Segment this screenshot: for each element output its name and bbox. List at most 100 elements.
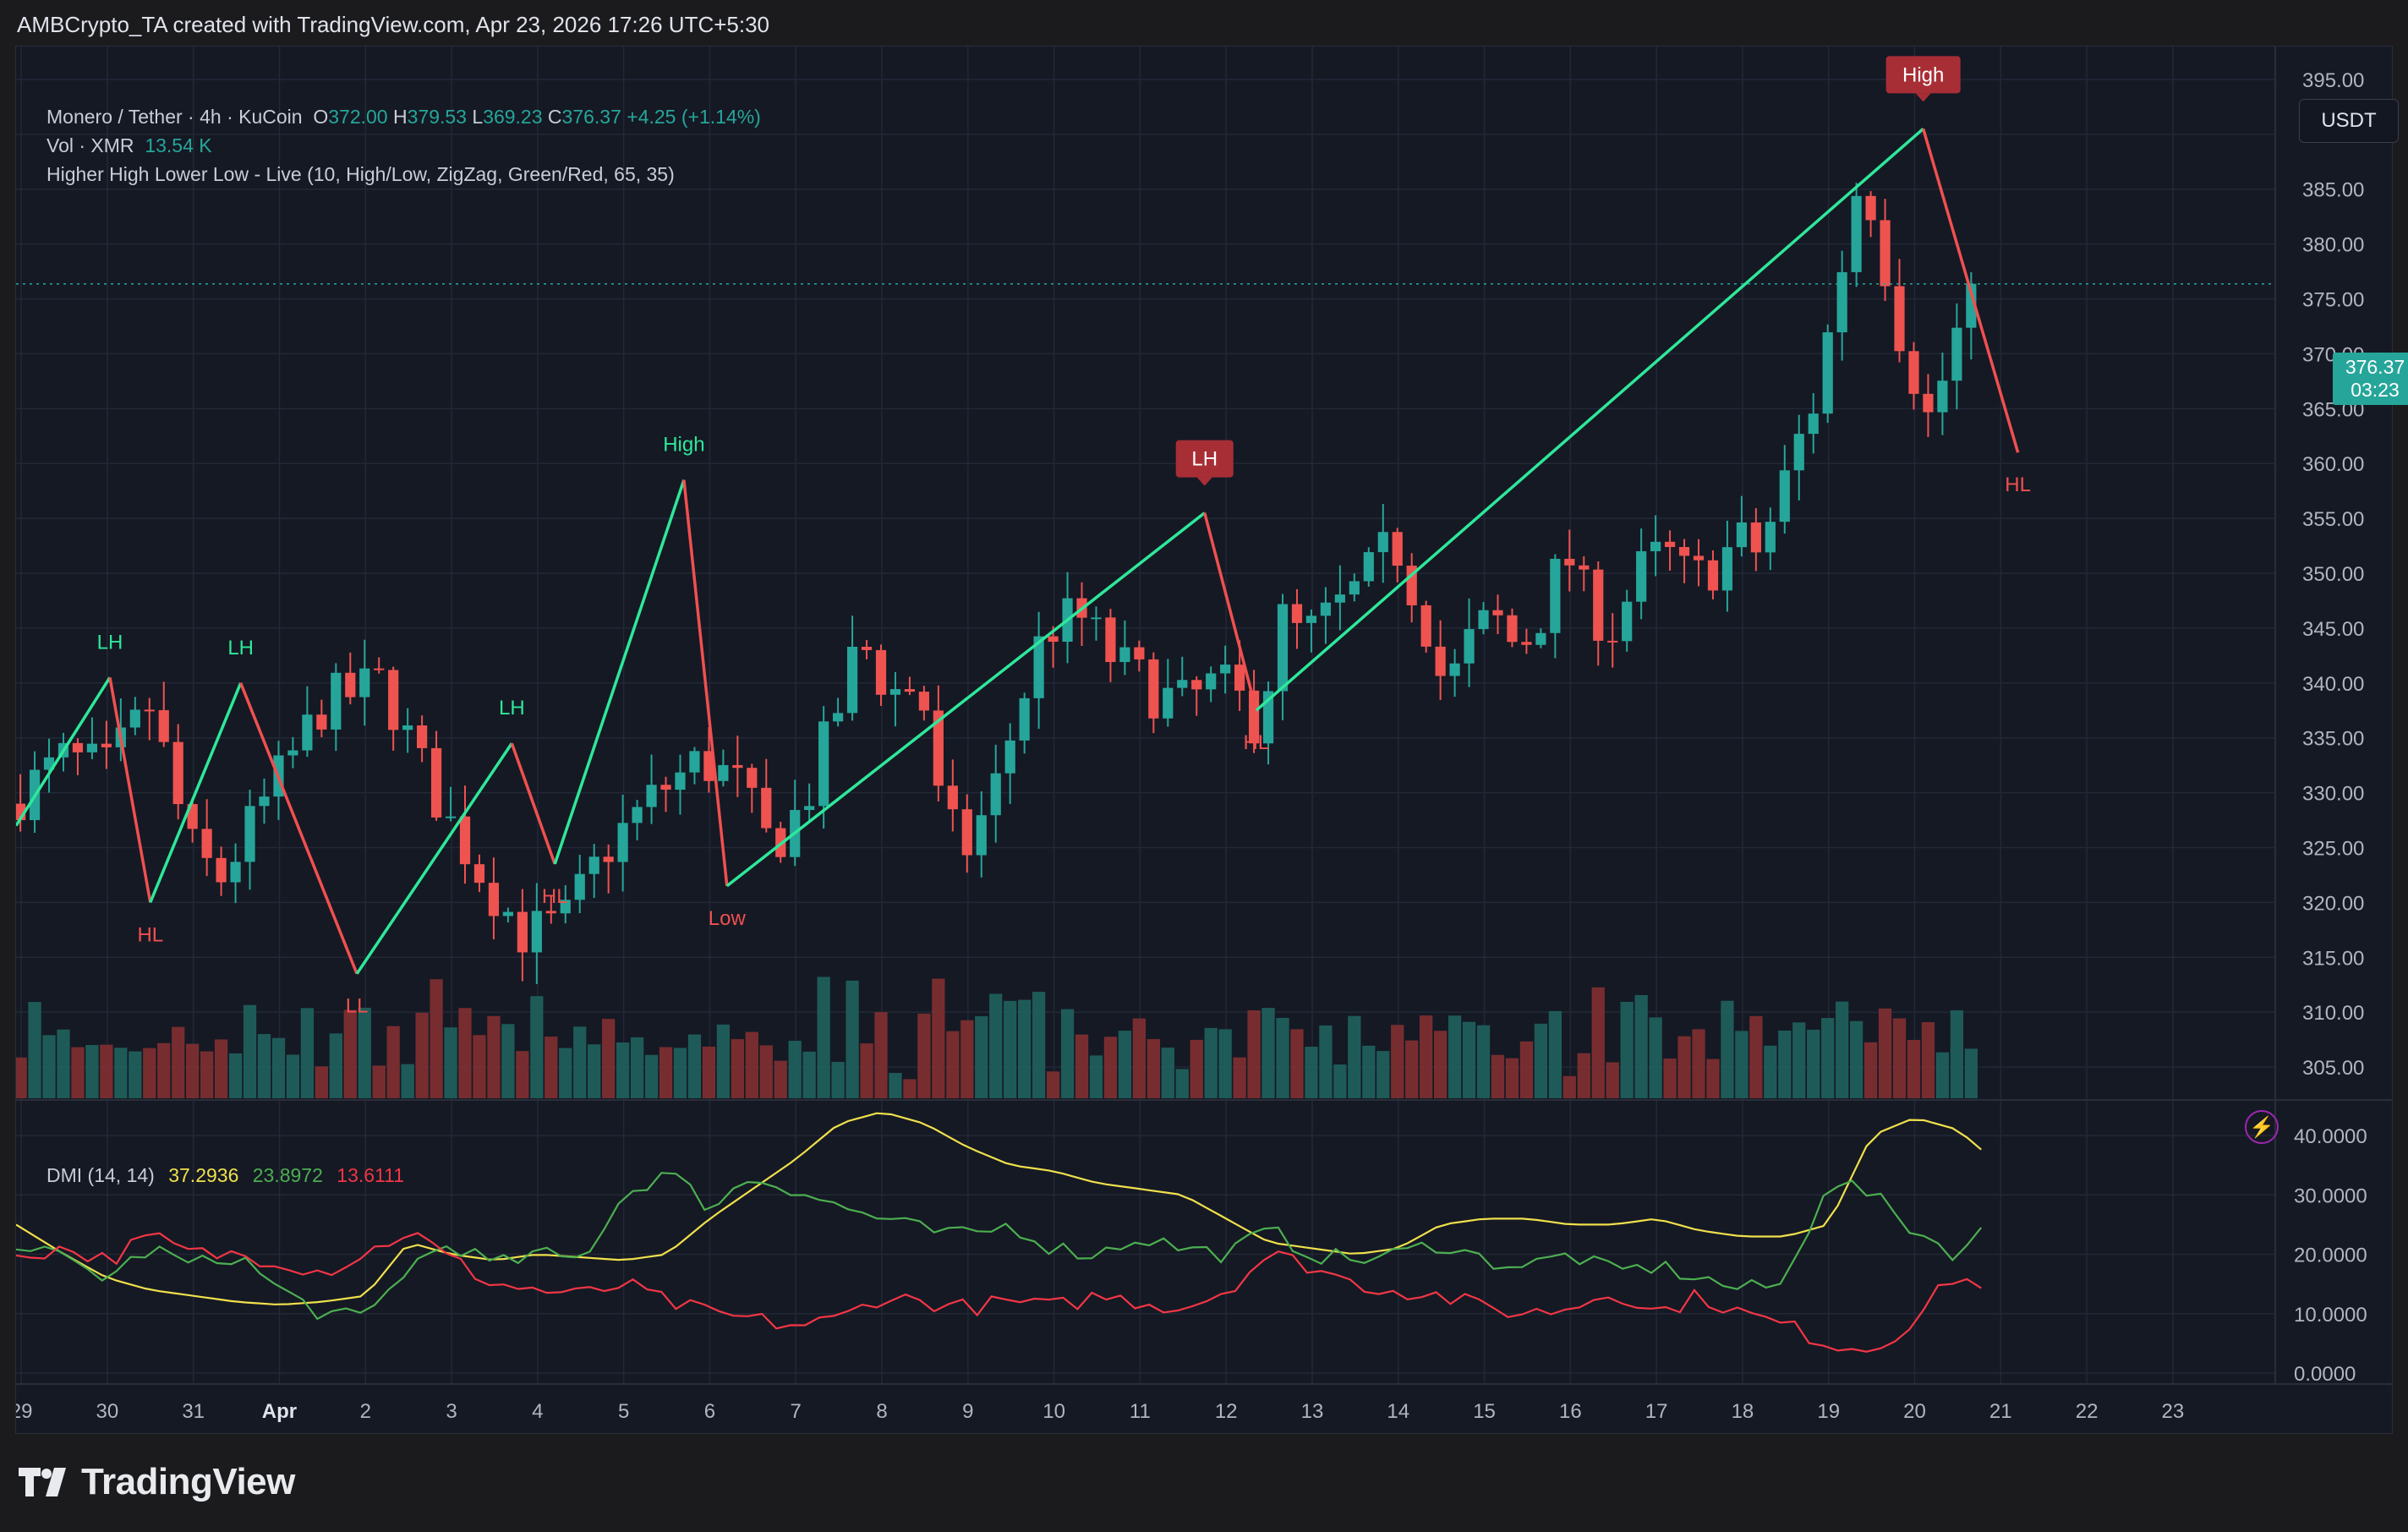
pivot-label: LH <box>499 697 525 719</box>
time-tick-label: 11 <box>1130 1400 1151 1423</box>
time-tick-label: 20 <box>1903 1400 1926 1423</box>
dmi-axis: 0.0000 10.0000 20.0000 30.0000 40.0000 <box>2294 1125 2367 1386</box>
dmi-legend[interactable]: DMI (14, 14) 37.2936 23.8972 13.6111 <box>47 1164 404 1187</box>
candle-body <box>545 911 556 914</box>
volume-bar <box>458 1008 472 1098</box>
volume-bar <box>745 1031 758 1098</box>
time-tick-label: 4 <box>532 1400 543 1423</box>
indicator-legend[interactable]: Higher High Lower Low - Live (10, High/L… <box>47 163 675 186</box>
volume-bar <box>1276 1017 1289 1098</box>
candle-body <box>1521 642 1532 645</box>
volume-bar <box>1606 1062 1619 1098</box>
chart-panel[interactable]: LH HL LH LL LH HL High Low LH HL High HL 305.00 310.0… <box>15 46 2408 1434</box>
indicator-label[interactable]: Higher High Lower Low - Live (10, High/L… <box>47 163 675 185</box>
volume-bar <box>1505 1058 1519 1098</box>
candle-body <box>832 713 844 722</box>
price-tick-label: 340.00 <box>2302 673 2364 696</box>
candle-body <box>1564 558 1575 566</box>
price-tick-label: 345.00 <box>2302 618 2364 641</box>
candle-body <box>430 747 442 818</box>
candle-body <box>1622 601 1633 642</box>
volume-bar <box>1147 1039 1160 1098</box>
tradingview-wordmark: TradingView <box>81 1461 295 1502</box>
volume-legend[interactable]: Vol · XMR 13.54 K <box>47 134 212 157</box>
volume-bar <box>860 1043 873 1098</box>
volume-bar <box>975 1015 988 1098</box>
volume-bar <box>1778 1030 1792 1098</box>
price-tick-label: 355.00 <box>2302 508 2364 531</box>
zigzag-segment <box>149 682 243 904</box>
time-tick-label: 9 <box>962 1400 973 1423</box>
dmi-label[interactable]: DMI (14, 14) <box>47 1164 155 1186</box>
candle-body <box>1449 663 1460 676</box>
volume-bar <box>1476 1025 1491 1098</box>
candle-body <box>72 742 84 752</box>
candle-body <box>718 764 729 781</box>
chart-canvas[interactable]: LHHLLHLLLHHLHighLowLHHLHighHL305.00310.0… <box>16 47 2392 1433</box>
volume-bar <box>1089 1055 1103 1098</box>
time-tick-label: 21 <box>1989 1400 2012 1423</box>
candle-body <box>374 668 385 670</box>
candle-body <box>1650 541 1661 551</box>
candle-body <box>1019 698 1030 741</box>
price-tick-label: 315.00 <box>2302 947 2364 970</box>
candle-body <box>1865 195 1876 221</box>
volume-bar <box>372 1065 386 1098</box>
volume-bar <box>960 1020 974 1098</box>
volume-bar <box>1836 1001 1849 1098</box>
volume-bar <box>889 1073 902 1098</box>
volume-bar <box>1591 987 1605 1098</box>
volume-bar <box>1247 1010 1261 1098</box>
candle-body <box>889 689 901 695</box>
candle-body <box>1091 617 1102 620</box>
volume-bar <box>114 1048 128 1098</box>
candle-body <box>331 672 342 730</box>
time-tick-label: 5 <box>618 1400 629 1423</box>
dmi-tick-label: 10.0000 <box>2294 1304 2367 1327</box>
volume-bar <box>559 1048 572 1098</box>
volume-bar <box>759 1045 773 1098</box>
volume-label[interactable]: Vol · XMR <box>47 134 134 156</box>
volume-bar <box>1376 1051 1390 1098</box>
volume-bar <box>573 1026 587 1098</box>
volume-bar <box>917 1013 931 1098</box>
volume-bar <box>243 1004 257 1098</box>
candle-body <box>1765 522 1776 553</box>
time-tick-label: 14 <box>1387 1400 1409 1423</box>
zigzag-segment <box>355 742 513 975</box>
volume-bar <box>1333 1064 1347 1098</box>
symbol-name[interactable]: Monero / Tether · 4h · KuCoin <box>47 106 303 128</box>
candle-body <box>1004 740 1015 774</box>
price-tick-label: 325.00 <box>2302 837 2364 860</box>
pivot-label: HL <box>542 885 568 908</box>
volume-bar <box>716 1024 731 1098</box>
price-tick-label: 335.00 <box>2302 728 2364 751</box>
volume-bar <box>616 1042 630 1098</box>
candle-body <box>201 829 212 858</box>
lightning-icon[interactable]: ⚡ <box>2245 1110 2279 1144</box>
volume-bar <box>1863 1042 1878 1098</box>
volume-bar <box>1663 1059 1677 1098</box>
candle-body <box>287 750 298 756</box>
volume-bar <box>1849 1020 1863 1098</box>
volume-bar <box>1907 1040 1921 1098</box>
volume-bar <box>1204 1027 1218 1098</box>
symbol-legend[interactable]: Monero / Tether · 4h · KuCoin O372.00 H3… <box>47 106 761 129</box>
price-tick-label: 380.00 <box>2302 234 2364 257</box>
price-tick-label: 375.00 <box>2302 289 2364 312</box>
currency-button[interactable]: USDT <box>2299 99 2399 143</box>
candle-body <box>129 709 140 728</box>
high-label: H <box>392 106 408 128</box>
pivot-label-pointer <box>1196 477 1212 486</box>
volume-bar <box>28 1002 41 1098</box>
time-tick-label: 12 <box>1215 1400 1238 1423</box>
volume-bar <box>1319 1025 1333 1098</box>
pivot-label: LH <box>1191 448 1218 471</box>
candle-body <box>574 873 585 900</box>
candle-body <box>402 725 413 730</box>
candle-body <box>846 646 858 714</box>
low-value: 369.23 <box>483 106 543 128</box>
volume-bar <box>1706 1059 1720 1098</box>
volume-bar <box>1491 1054 1505 1098</box>
tradingview-logo[interactable]: TradingView <box>19 1461 295 1503</box>
